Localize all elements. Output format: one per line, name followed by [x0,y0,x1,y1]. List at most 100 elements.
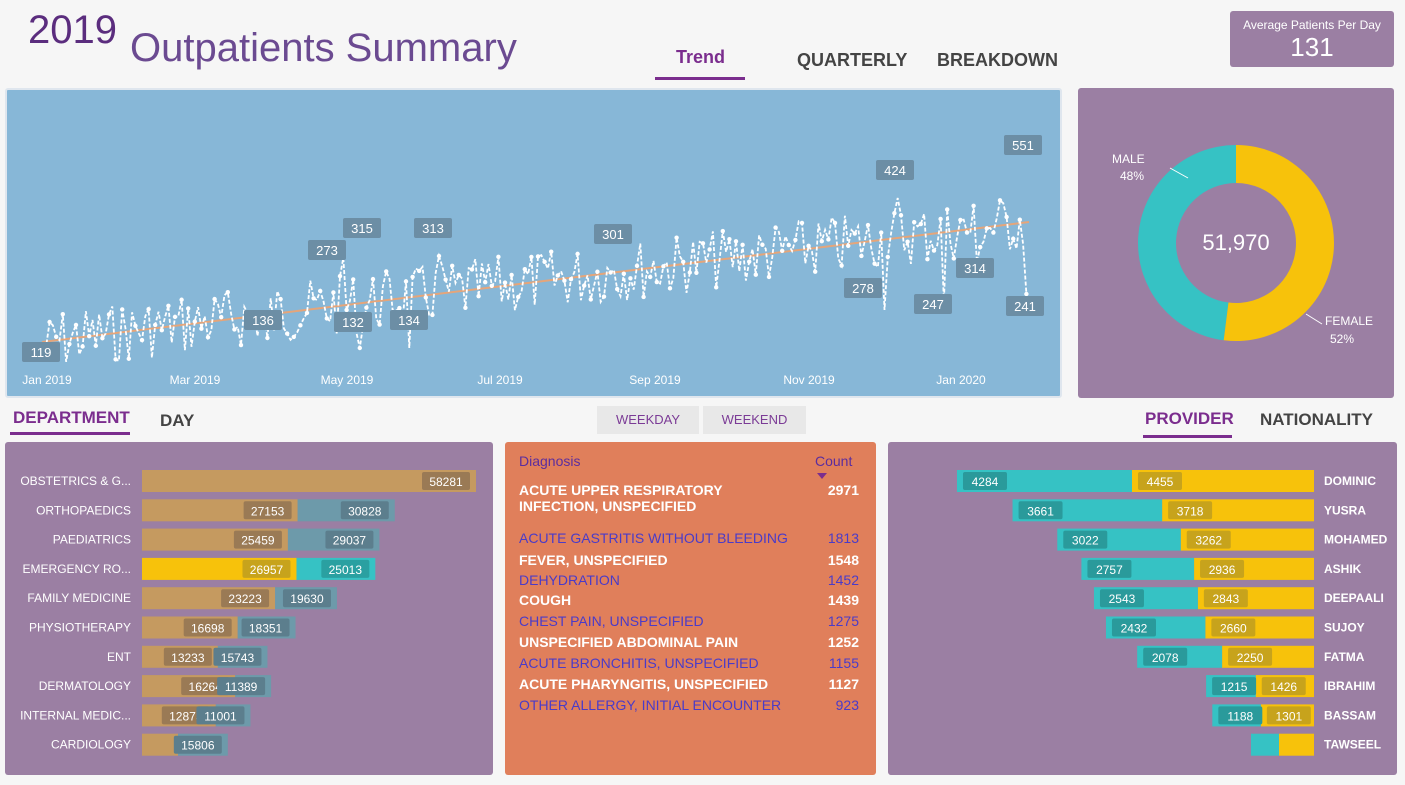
data-point[interactable] [311,296,316,301]
data-point[interactable] [377,322,382,327]
data-point[interactable] [766,274,772,280]
data-point[interactable] [615,286,620,292]
donut-segment-male[interactable] [1138,145,1236,341]
donut-segment-female[interactable] [1223,145,1335,341]
data-point[interactable] [885,254,890,260]
data-point[interactable] [410,274,415,280]
bar-female[interactable] [1279,733,1314,756]
data-point[interactable] [476,293,481,299]
data-point[interactable] [450,263,455,269]
data-point[interactable] [1024,291,1029,297]
data-point[interactable] [186,306,191,311]
bar-female[interactable] [142,733,178,756]
count-header[interactable]: Count [815,453,853,469]
data-point[interactable] [370,276,376,282]
data-point[interactable] [502,280,508,285]
data-point[interactable] [648,274,653,280]
data-point[interactable] [47,319,52,325]
data-point[interactable] [793,237,798,243]
data-point[interactable] [469,267,475,272]
data-point[interactable] [819,238,824,244]
data-point[interactable] [753,272,758,277]
tab-quarterly[interactable]: QUARTERLY [797,50,908,70]
data-point[interactable] [912,219,917,225]
data-point[interactable] [192,319,197,324]
bar-male[interactable] [1251,733,1279,756]
data-point[interactable] [872,261,877,266]
data-point[interactable] [126,356,131,361]
data-point[interactable] [799,220,805,226]
data-point[interactable] [238,342,244,348]
data-point[interactable] [417,268,422,274]
data-point[interactable] [733,239,739,244]
data-point[interactable] [898,213,904,218]
data-point[interactable] [1004,214,1009,220]
data-point[interactable] [60,311,65,317]
data-point[interactable] [839,263,844,268]
data-point[interactable] [489,283,494,289]
tab-nationality[interactable]: NATIONALITY [1260,410,1374,429]
data-point[interactable] [971,203,976,208]
data-point[interactable] [67,341,72,347]
data-point[interactable] [780,248,785,253]
data-point[interactable] [443,277,448,282]
data-point[interactable] [133,323,138,328]
data-point[interactable] [786,242,791,248]
data-point[interactable] [621,271,626,276]
data-point[interactable] [1017,217,1022,222]
diagnosis-header[interactable]: Diagnosis [519,453,581,469]
data-point[interactable] [179,297,184,302]
data-point[interactable] [964,230,970,235]
data-point[interactable] [608,270,613,275]
data-point[interactable] [529,254,534,260]
data-point[interactable] [681,259,686,264]
data-point[interactable] [146,307,151,312]
data-point[interactable] [674,235,679,240]
data-point[interactable] [826,237,831,242]
data-point[interactable] [364,305,369,310]
data-point[interactable] [298,323,303,328]
data-point[interactable] [403,279,409,284]
data-point[interactable] [588,297,593,302]
data-point[interactable] [225,289,230,295]
data-point[interactable] [846,243,851,249]
data-point[interactable] [331,290,336,295]
data-point[interactable] [496,254,501,260]
data-point[interactable] [568,276,574,282]
tab-day[interactable]: DAY [160,411,195,430]
data-point[interactable] [925,256,930,262]
data-point[interactable] [859,253,864,259]
data-point[interactable] [549,249,554,254]
data-point[interactable] [304,310,310,316]
data-point[interactable] [100,336,105,341]
data-point[interactable] [199,326,204,331]
data-point[interactable] [760,242,765,247]
tab-provider[interactable]: PROVIDER [1145,409,1234,428]
data-point[interactable] [720,228,725,234]
data-point[interactable] [938,216,943,222]
data-point[interactable] [166,303,171,308]
data-point[interactable] [951,256,956,261]
data-point[interactable] [285,331,290,336]
data-point[interactable] [265,335,270,341]
data-point[interactable] [120,307,125,312]
data-point[interactable] [582,283,587,288]
data-point[interactable] [509,272,514,278]
weekday-filter-button[interactable]: WEEKDAY [597,406,699,434]
data-point[interactable] [852,231,857,236]
data-point[interactable] [384,269,389,274]
data-point[interactable] [159,328,164,333]
data-point[interactable] [687,270,692,275]
data-point[interactable] [324,316,329,321]
data-point[interactable] [747,259,752,264]
data-point[interactable] [555,273,560,278]
data-point[interactable] [905,239,910,244]
data-point[interactable] [595,269,600,274]
data-point[interactable] [641,294,646,300]
data-point[interactable] [153,322,158,328]
data-point[interactable] [931,248,937,253]
data-point[interactable] [337,273,343,279]
data-point[interactable] [879,230,884,235]
data-point[interactable] [113,357,118,362]
tab-trend[interactable]: Trend [676,47,726,67]
